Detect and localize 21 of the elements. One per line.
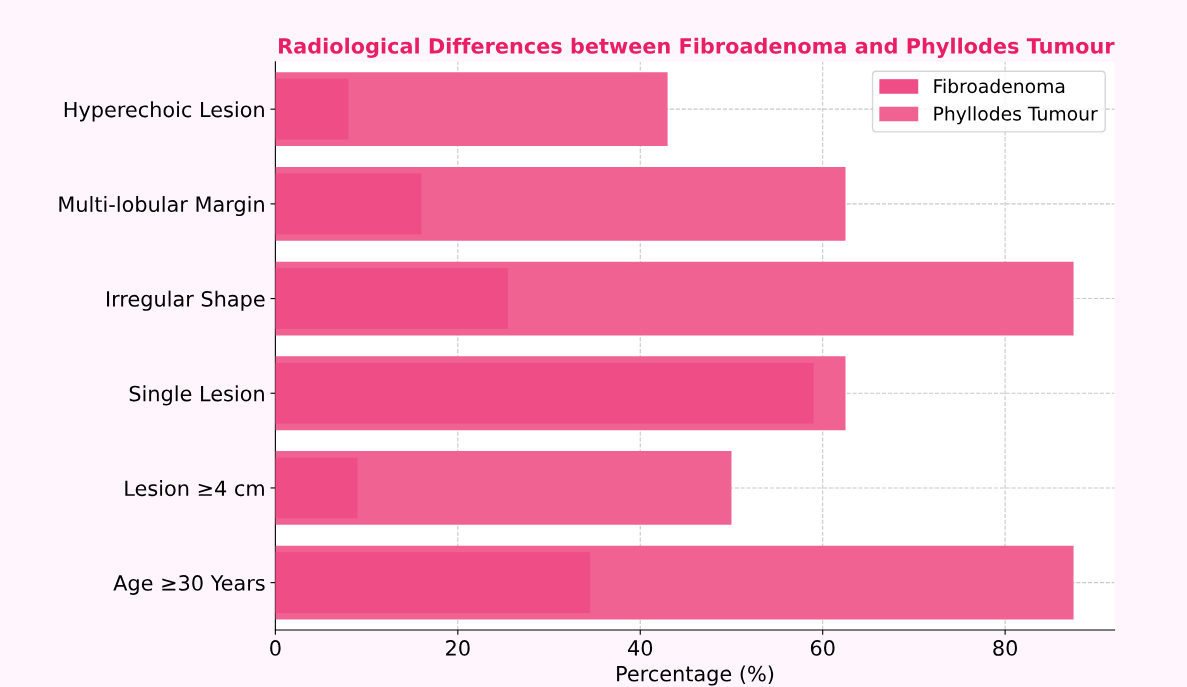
x-tick-label: 0 [270, 640, 281, 656]
y-tick-label: Lesion ≥4 cm [125, 480, 264, 497]
y-tick-label: Multi-lobular Margin [59, 195, 264, 217]
y-tick-label: Irregular Shape [107, 290, 265, 311]
bar [275, 457, 358, 519]
x-axis-title: Percentage (%) [617, 665, 774, 686]
bar [275, 173, 422, 235]
y-tick-label: Age ≥30 Years [113, 575, 265, 595]
y-tick-label: Hyperechoic Lesion [64, 101, 264, 122]
x-tick-label: 40 [628, 640, 653, 656]
chart-title: Radiological Differences between Fibroadenoma and Phyllodes Tumour [279, 37, 1115, 58]
bar [275, 78, 349, 140]
x-tick-label: 60 [810, 640, 835, 656]
bar [275, 268, 508, 329]
legend-label: Fibroadenoma [934, 78, 1065, 94]
legend-label: Phyllodes Tumour [934, 106, 1098, 125]
y-tick-label: Single Lesion [129, 385, 264, 406]
bar [275, 552, 591, 613]
x-tick-label: 20 [446, 640, 470, 656]
bar [275, 362, 814, 424]
x-tick-label: 80 [993, 640, 1017, 656]
